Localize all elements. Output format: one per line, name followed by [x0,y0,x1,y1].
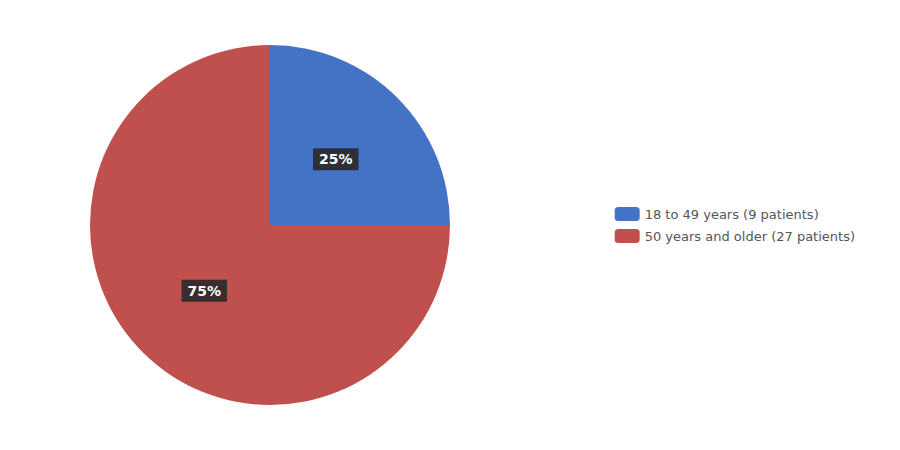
svg-text:18 to 49 years (9 patients): 18 to 49 years (9 patients) [645,207,819,222]
svg-text:50 years and older (27 patient: 50 years and older (27 patients) [645,229,855,244]
svg-text:25%: 25% [319,151,353,167]
svg-text:75%: 75% [187,283,221,299]
